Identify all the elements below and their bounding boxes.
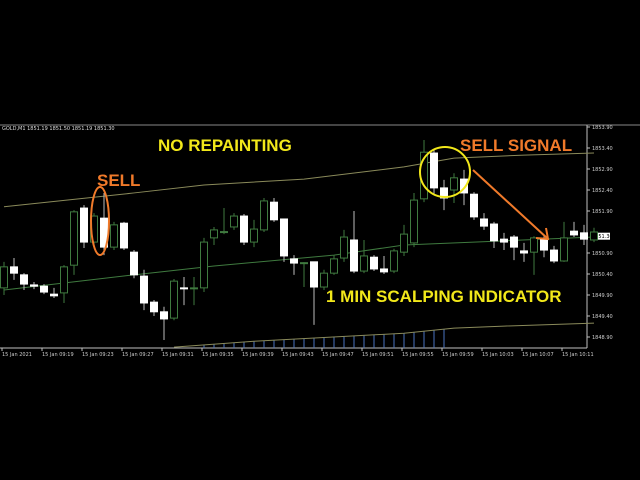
time-tick-label: 15 Jan 09:59 [442, 352, 474, 358]
bear-candle [270, 201, 278, 221]
bull-candle [210, 229, 218, 239]
bull-candle [190, 287, 198, 290]
time-tick-label: 15 Jan 09:31 [162, 352, 194, 358]
price-tick-label: 1853.40 [592, 146, 613, 152]
bull-candle [400, 233, 408, 253]
bear-candle [520, 250, 528, 254]
bear-candle [430, 152, 438, 189]
bear-candle [80, 207, 88, 243]
bull-candle [530, 237, 538, 253]
bull-candle [410, 199, 418, 244]
price-tick-label: 1850.40 [592, 272, 613, 278]
bear-candle [290, 258, 298, 264]
upper-band-line [3, 152, 595, 208]
price-tick-label: 1848.90 [592, 335, 613, 341]
time-tick-label: 15 Jan 09:55 [402, 352, 434, 358]
time-tick-label: 15 Jan 2021 [2, 352, 32, 358]
bear-candle [570, 230, 578, 236]
price-tick-label: 1850.90 [592, 251, 613, 257]
bull-candle [340, 236, 348, 259]
bull-candle [360, 255, 368, 272]
sell-ellipse [90, 186, 110, 256]
sell-signal-circle [419, 146, 471, 198]
bull-candle [230, 215, 238, 228]
bull-candle [330, 258, 338, 274]
price-tick-label: 1852.40 [592, 188, 613, 194]
bear-candle [240, 215, 248, 243]
time-tick-label: 15 Jan 09:27 [122, 352, 154, 358]
bull-candle [70, 211, 78, 266]
current-price-marker [590, 232, 610, 240]
sell-arrow-head-icon [535, 227, 550, 241]
bear-candle [280, 218, 288, 257]
annotation-sell-signal: SELL SIGNAL [460, 136, 573, 155]
bull-candle [590, 231, 598, 241]
time-tick-label: 15 Jan 09:23 [82, 352, 114, 358]
bear-candle [460, 178, 468, 194]
bear-candle [510, 236, 518, 248]
bull-candle [60, 266, 68, 294]
bull-candle [0, 266, 8, 289]
bear-candle [470, 193, 478, 218]
bull-candle [450, 177, 458, 191]
bull-candle [250, 228, 258, 243]
middle-line [3, 236, 595, 291]
bear-candle [30, 284, 38, 287]
bull-candle [110, 224, 118, 248]
sell-arrow [472, 169, 548, 239]
bull-candle [320, 272, 328, 288]
time-tick-label: 15 Jan 09:35 [202, 352, 234, 358]
bear-candle [130, 251, 138, 276]
bull-candle [200, 241, 208, 289]
bear-candle [150, 301, 158, 313]
lower-band-line [173, 322, 595, 348]
symbol-info: GOLD,M1 1851.19 1851.50 1851.19 1851.30 [2, 126, 115, 132]
price-tick-label: 1853.90 [592, 125, 613, 131]
time-tick-label: 15 Jan 10:03 [482, 352, 514, 358]
time-tick-label: 15 Jan 09:47 [322, 352, 354, 358]
bear-candle [480, 218, 488, 227]
time-tick-label: 15 Jan 09:39 [242, 352, 274, 358]
bear-candle [490, 223, 498, 242]
price-tick-label: 1849.90 [592, 293, 613, 299]
time-tick-label: 15 Jan 10:11 [562, 352, 594, 358]
time-tick-label: 15 Jan 09:19 [42, 352, 74, 358]
bull-candle [220, 231, 228, 234]
current-price-label: 1851.30 [592, 234, 613, 240]
bull-candle [300, 262, 308, 265]
bear-candle [10, 266, 18, 274]
bear-candle [580, 232, 588, 240]
bear-candle [160, 311, 168, 320]
bear-candle [40, 285, 48, 293]
price-tick-label: 1851.90 [592, 209, 613, 215]
bear-candle [120, 222, 128, 249]
time-tick-label: 15 Jan 09:51 [362, 352, 394, 358]
bear-candle [370, 256, 378, 270]
bear-candle [20, 274, 28, 285]
price-tick-label: 1852.90 [592, 167, 613, 173]
price-tick-label: 1849.40 [592, 314, 613, 320]
bull-candle [260, 200, 268, 231]
bull-candle [560, 237, 568, 262]
bear-candle [500, 238, 508, 243]
bear-candle [550, 249, 558, 262]
bear-candle [50, 293, 58, 297]
annotation-no-repainting: NO REPAINTING [158, 136, 292, 155]
time-tick-label: 15 Jan 10:07 [522, 352, 554, 358]
annotation-sell: SELL [97, 171, 141, 190]
bull-candle [170, 280, 178, 319]
bear-candle [380, 268, 388, 273]
bear-candle [350, 239, 358, 272]
annotation-scalping: 1 MIN SCALPING INDICATOR [326, 287, 562, 306]
time-tick-label: 15 Jan 09:43 [282, 352, 314, 358]
bear-candle [140, 275, 148, 304]
bear-candle [180, 287, 188, 290]
bear-candle [310, 261, 318, 288]
bull-candle [390, 250, 398, 272]
bear-candle [540, 238, 548, 251]
